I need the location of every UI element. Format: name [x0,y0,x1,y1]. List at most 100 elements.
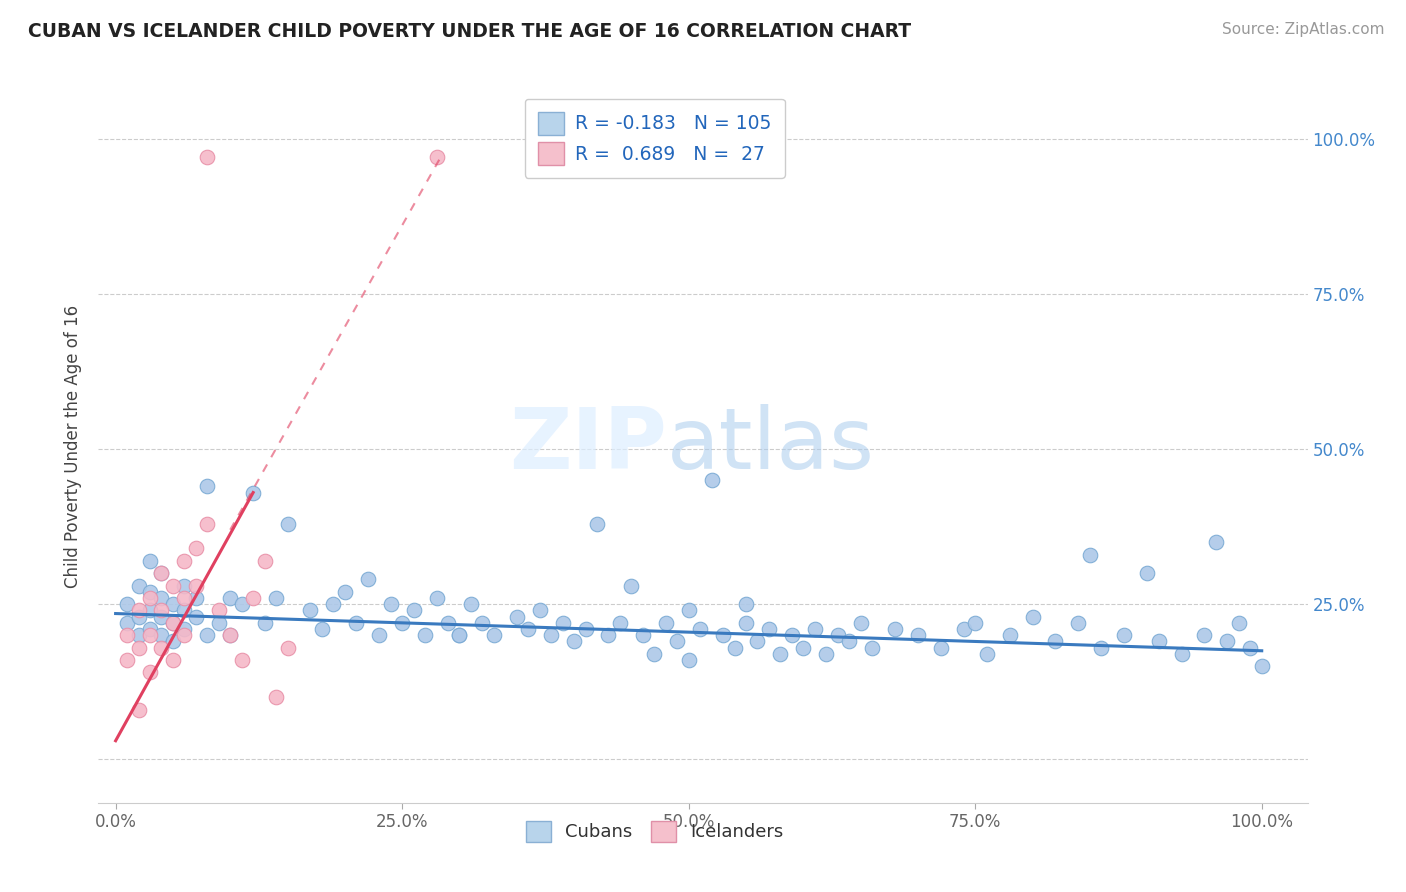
Point [162,615,184,630]
Point [208,615,231,630]
Point [184,609,207,624]
Point [609,615,631,630]
Point [173,622,195,636]
Point [506,609,529,624]
Point [425,151,447,165]
Point [115,628,138,642]
Point [277,640,299,655]
Text: Source: ZipAtlas.com: Source: ZipAtlas.com [1222,22,1385,37]
Point [929,640,952,655]
Point [1078,548,1101,562]
Point [150,628,173,642]
Point [173,603,195,617]
Point [780,628,803,642]
Point [162,615,184,630]
Point [139,584,162,599]
Point [277,516,299,531]
Point [299,603,322,617]
Point [413,628,436,642]
Point [344,615,367,630]
Point [208,603,231,617]
Point [1216,634,1239,648]
Point [162,653,184,667]
Point [1147,634,1170,648]
Point [150,566,173,581]
Point [884,622,907,636]
Point [1170,647,1192,661]
Point [1205,535,1227,549]
Point [322,597,344,611]
Point [231,653,253,667]
Point [128,703,150,717]
Point [747,634,769,648]
Point [678,653,700,667]
Point [827,628,849,642]
Point [815,647,838,661]
Point [253,554,276,568]
Point [231,597,253,611]
Legend: Cubans, Icelanders: Cubans, Icelanders [516,812,793,851]
Point [574,622,596,636]
Point [551,615,574,630]
Point [402,603,425,617]
Point [562,634,585,648]
Point [162,579,184,593]
Text: ZIP: ZIP [509,404,666,488]
Point [735,597,758,611]
Point [311,622,333,636]
Point [150,566,173,581]
Point [792,640,814,655]
Point [264,591,287,605]
Point [838,634,860,648]
Point [1045,634,1067,648]
Point [449,628,471,642]
Point [184,591,207,605]
Point [849,615,872,630]
Point [1250,659,1272,673]
Point [150,603,173,617]
Point [242,485,264,500]
Point [162,597,184,611]
Point [700,473,723,487]
Y-axis label: Child Poverty Under the Age of 16: Child Poverty Under the Age of 16 [65,304,83,588]
Point [1021,609,1043,624]
Point [195,151,218,165]
Point [391,615,413,630]
Point [368,628,391,642]
Point [184,579,207,593]
Point [1239,640,1261,655]
Point [965,615,987,630]
Point [631,628,654,642]
Point [449,628,471,642]
Point [173,554,195,568]
Point [195,628,218,642]
Point [242,591,264,605]
Point [173,579,195,593]
Point [333,584,356,599]
Point [758,622,780,636]
Point [162,634,184,648]
Point [655,615,678,630]
Point [517,622,540,636]
Point [115,597,138,611]
Point [139,665,162,680]
Point [769,647,792,661]
Point [219,628,242,642]
Point [150,640,173,655]
Point [860,640,883,655]
Point [1136,566,1159,581]
Point [437,615,460,630]
Point [1194,628,1216,642]
Point [643,647,665,661]
Text: atlas: atlas [666,404,875,488]
Point [723,640,745,655]
Point [357,573,380,587]
Point [219,628,242,642]
Point [195,479,218,493]
Point [1067,615,1090,630]
Point [253,615,276,630]
Point [173,591,195,605]
Point [598,628,620,642]
Point [139,622,162,636]
Point [380,597,402,611]
